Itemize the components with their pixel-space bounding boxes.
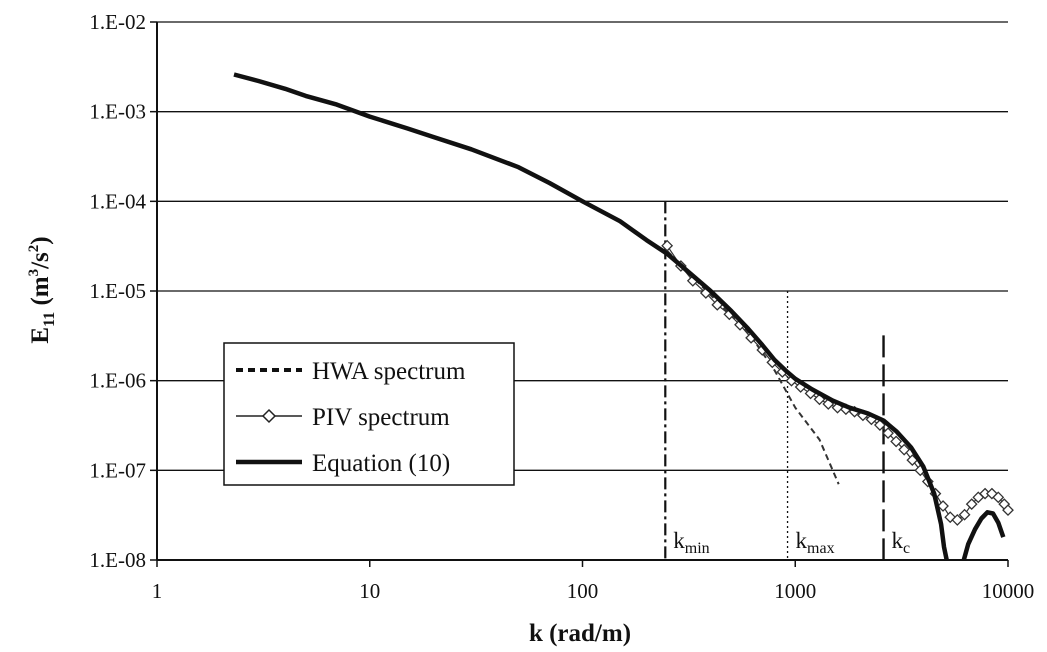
marker-label-min: kmin [673,528,709,557]
series-line-0 [666,250,840,485]
y-axis-title-units-sup: 3 [26,269,42,277]
legend: HWA spectrum PIV spectrum Equation (10) [223,342,515,486]
y-axis-title: E11 (m3/s2) [26,236,58,343]
y-tick-label: 1.E-08 [89,548,146,572]
piv-point [951,513,964,526]
piv-point [873,419,886,431]
x-tick-label: 10000 [982,579,1035,603]
x-axis-title: k (rad/m) [529,620,631,647]
legend-label-equation: Equation (10) [312,450,450,477]
series-line-1 [666,245,1008,521]
piv-point [882,427,894,440]
legend-label-piv: PIV spectrum [312,404,450,431]
y-axis-title-units-sup2: 2 [26,245,42,253]
y-tick-label: 1.E-07 [89,458,146,482]
series-line-3 [961,510,1006,560]
x-tick-label: 1 [152,579,163,603]
marker-label-c: kc [892,528,911,557]
tick-labels: 1.E-02 1.E-03 1.E-04 1.E-05 1.E-06 1.E-07 1.E-… [89,10,1034,603]
piv-point [937,500,949,512]
y-axis-title-units-close: ) [27,236,54,244]
axes [150,21,1009,567]
y-tick-label: 1.E-04 [89,189,146,213]
x-tick-label: 10 [359,579,380,603]
piv-point [661,239,674,252]
y-tick-label: 1.E-06 [89,369,146,393]
series-layer [233,72,1014,560]
y-tick-label: 1.E-03 [89,100,146,124]
x-tick-label: 1000 [774,579,816,603]
piv-point [992,491,1005,504]
y-axis-title-main: E [27,327,54,344]
y-axis-title-units-open: (m [27,276,54,312]
y-axis-title-units-mid: /s [27,252,54,270]
piv-point [965,498,978,511]
piv-point [958,508,971,521]
piv-point [890,435,903,448]
y-tick-label: 1.E-02 [89,10,146,34]
y-tick-label: 1.E-05 [89,279,146,303]
piv-point [1002,504,1014,517]
piv-point [898,443,911,456]
y-axis-title-sub: 11 [41,312,58,327]
marker-label-max: kmax [796,528,835,557]
series-line-2 [233,72,949,560]
vertical-markers: kmin kmax kc [664,201,911,560]
legend-swatch-piv-diamond [261,408,277,424]
x-tick-label: 100 [567,579,599,603]
legend-label-hwa: HWA spectrum [312,358,466,385]
